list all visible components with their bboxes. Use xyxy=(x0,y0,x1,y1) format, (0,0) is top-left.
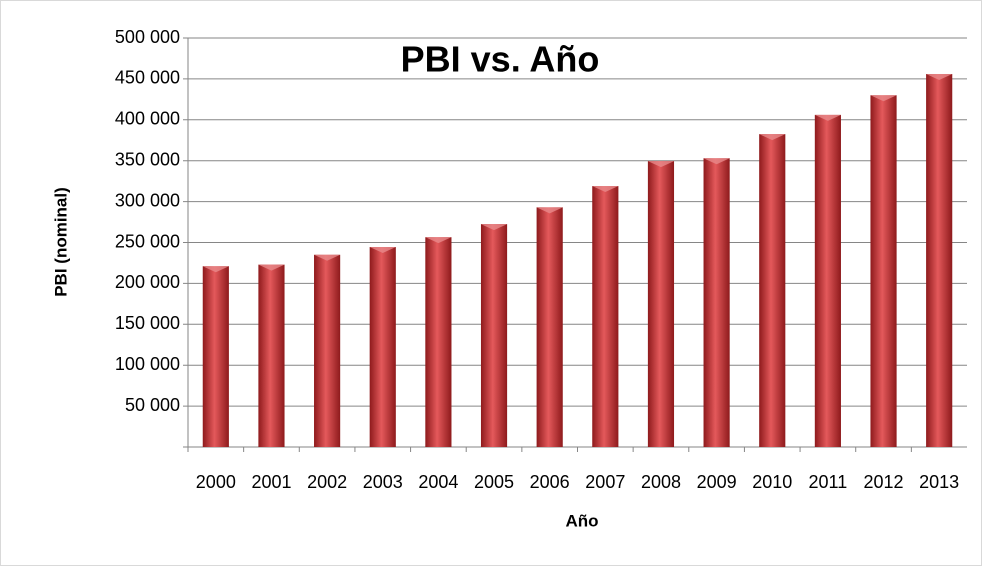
chart-title: PBI vs. Año xyxy=(401,39,600,80)
bar xyxy=(592,186,619,448)
bar-cap xyxy=(425,237,452,244)
bar xyxy=(425,237,452,447)
bar-cap xyxy=(759,134,786,141)
bar-cap xyxy=(703,158,730,165)
y-tick-label: 300 000 xyxy=(115,190,180,210)
bar-cap xyxy=(592,186,619,193)
bar-cap xyxy=(926,73,953,80)
bar-cap xyxy=(314,254,341,261)
bar-cap xyxy=(536,207,563,214)
bar xyxy=(202,266,229,447)
x-tick-label: 2007 xyxy=(585,472,625,492)
bar xyxy=(258,264,285,447)
x-tick-label: 2010 xyxy=(752,472,792,492)
x-tick-label: 2001 xyxy=(251,472,291,492)
bar xyxy=(759,134,786,448)
bar-cap xyxy=(258,264,285,271)
x-tick-label: 2008 xyxy=(641,472,681,492)
bar-cap xyxy=(202,266,229,273)
bar-cap xyxy=(369,246,396,253)
x-tick-label: 2003 xyxy=(363,472,403,492)
bar xyxy=(870,95,897,447)
x-tick-label: 2005 xyxy=(474,472,514,492)
bar xyxy=(647,161,675,447)
bar-cap xyxy=(814,114,841,121)
y-axis-label: PBI (nominal) xyxy=(51,187,70,297)
bar xyxy=(926,73,953,447)
y-tick-label: 500 000 xyxy=(115,27,180,47)
x-tick-label: 2011 xyxy=(809,472,848,492)
x-tick-label: 2004 xyxy=(418,472,458,492)
bar xyxy=(314,254,341,447)
y-tick-label: 150 000 xyxy=(115,313,180,333)
y-tick-label: 50 000 xyxy=(125,395,180,415)
bar xyxy=(369,246,396,447)
y-tick-label: 450 000 xyxy=(115,68,180,88)
y-tick-label: 250 000 xyxy=(115,231,180,251)
bar xyxy=(814,114,841,447)
y-tick-label: 100 000 xyxy=(115,354,180,374)
bar xyxy=(703,158,730,447)
y-tick-label: 400 000 xyxy=(115,109,180,129)
x-tick-label: 2000 xyxy=(196,472,236,492)
x-tick-label: 2009 xyxy=(697,472,737,492)
bar-cap xyxy=(480,224,508,231)
x-tick-label: 2013 xyxy=(919,472,959,492)
bar-cap xyxy=(647,161,675,168)
x-tick-label: 2006 xyxy=(530,472,570,492)
x-axis-label: Año xyxy=(565,511,598,530)
y-tick-label: 200 000 xyxy=(115,272,180,292)
x-tick-label: 2002 xyxy=(307,472,347,492)
bar xyxy=(536,207,563,447)
bar-cap xyxy=(870,95,897,102)
y-tick-label: 350 000 xyxy=(115,149,180,169)
x-tick-label: 2012 xyxy=(864,472,904,492)
bar xyxy=(480,224,508,447)
